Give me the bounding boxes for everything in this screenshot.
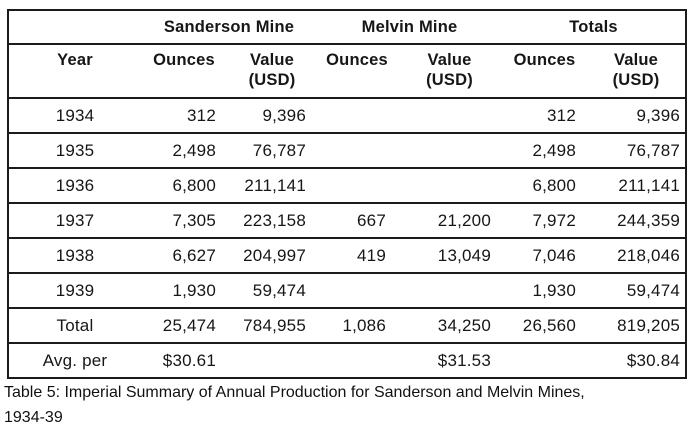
sanderson-ounces-cell: 6,800 — [141, 168, 227, 204]
totals-value-cell: 9,396 — [587, 98, 687, 134]
year-cell: 1936 — [8, 168, 141, 204]
table-row-total: Total 25,474 784,955 1,086 34,250 26,560… — [8, 308, 687, 344]
totals-value-cell: 244,359 — [587, 203, 687, 239]
table-row-1937: 1937 7,305 223,158 667 21,200 7,972 244,… — [8, 203, 687, 239]
column-header-sanderson-value-label: Value (USD) — [248, 51, 296, 89]
column-header-totals-ounces: Ounces — [502, 44, 587, 99]
totals-ounces-cell: 2,498 — [502, 133, 587, 169]
totals-ounces-cell: 7,046 — [502, 238, 587, 274]
melvin-ounces-cell — [317, 98, 397, 134]
group-header-melvin-mine: Melvin Mine — [317, 10, 502, 45]
melvin-value-cell — [397, 168, 502, 204]
sanderson-value-cell: 59,474 — [227, 273, 317, 309]
table-caption: Table 5: Imperial Summary of Annual Prod… — [4, 381, 688, 430]
production-table: Sanderson Mine Melvin Mine Totals Year O… — [7, 9, 688, 379]
sanderson-value-cell: 211,141 — [227, 168, 317, 204]
table-row-1936: 1936 6,800 211,141 6,800 211,141 — [8, 168, 687, 204]
totals-value-cell: 218,046 — [587, 238, 687, 274]
sanderson-value-cell: 9,396 — [227, 98, 317, 134]
column-header-melvin-ounces: Ounces — [317, 44, 397, 99]
totals-ounces-cell: 312 — [502, 98, 587, 134]
melvin-ounces-cell: 667 — [317, 203, 397, 239]
column-header-melvin-value: Value (USD) — [397, 44, 502, 99]
table-caption-line1: Table 5: Imperial Summary of Annual Prod… — [4, 384, 585, 401]
melvin-value-cell — [397, 273, 502, 309]
melvin-value-cell: $31.53 — [397, 343, 502, 379]
melvin-ounces-cell: 1,086 — [317, 308, 397, 344]
melvin-value-cell — [397, 133, 502, 169]
table-row-1935: 1935 2,498 76,787 2,498 76,787 — [8, 133, 687, 169]
table-row-1939: 1939 1,930 59,474 1,930 59,474 — [8, 273, 687, 309]
sanderson-value-cell: 784,955 — [227, 308, 317, 344]
table-row-avg-per: Avg. per $30.61 $31.53 $30.84 — [8, 343, 687, 379]
sanderson-value-cell: 76,787 — [227, 133, 317, 169]
sanderson-ounces-cell: 312 — [141, 98, 227, 134]
year-cell: Total — [8, 308, 141, 344]
totals-value-cell: 819,205 — [587, 308, 687, 344]
column-header-totals-value-label: Value (USD) — [612, 51, 660, 89]
melvin-ounces-cell — [317, 273, 397, 309]
column-header-melvin-value-label: Value (USD) — [426, 51, 473, 89]
group-header-row: Sanderson Mine Melvin Mine Totals — [8, 10, 687, 45]
sanderson-ounces-cell: 6,627 — [141, 238, 227, 274]
sanderson-value-cell: 223,158 — [227, 203, 317, 239]
totals-ounces-cell: 7,972 — [502, 203, 587, 239]
sanderson-value-cell: 204,997 — [227, 238, 317, 274]
melvin-ounces-cell — [317, 168, 397, 204]
group-header-totals: Totals — [502, 10, 687, 45]
year-cell: Avg. per — [8, 343, 141, 379]
melvin-value-cell: 34,250 — [397, 308, 502, 344]
sanderson-ounces-cell: 25,474 — [141, 308, 227, 344]
column-header-totals-value: Value (USD) — [587, 44, 687, 99]
column-header-sanderson-ounces: Ounces — [141, 44, 227, 99]
totals-value-cell: 211,141 — [587, 168, 687, 204]
sanderson-ounces-cell: 1,930 — [141, 273, 227, 309]
sanderson-value-cell — [227, 343, 317, 379]
table-caption-line2: 1934-39 — [4, 408, 63, 426]
group-header-spacer — [8, 10, 141, 45]
melvin-value-cell — [397, 98, 502, 134]
totals-ounces-cell — [502, 343, 587, 379]
sanderson-ounces-cell: $30.61 — [141, 343, 227, 379]
totals-value-cell: 76,787 — [587, 133, 687, 169]
year-cell: 1937 — [8, 203, 141, 239]
year-cell: 1935 — [8, 133, 141, 169]
melvin-ounces-cell — [317, 343, 397, 379]
sanderson-ounces-cell: 7,305 — [141, 203, 227, 239]
totals-ounces-cell: 1,930 — [502, 273, 587, 309]
year-cell: 1938 — [8, 238, 141, 274]
melvin-ounces-cell — [317, 133, 397, 169]
year-cell: 1939 — [8, 273, 141, 309]
melvin-value-cell: 21,200 — [397, 203, 502, 239]
column-header-year: Year — [8, 44, 141, 99]
totals-value-cell: $30.84 — [587, 343, 687, 379]
table-row-1938: 1938 6,627 204,997 419 13,049 7,046 218,… — [8, 238, 687, 274]
year-cell: 1934 — [8, 98, 141, 134]
melvin-ounces-cell: 419 — [317, 238, 397, 274]
totals-ounces-cell: 26,560 — [502, 308, 587, 344]
totals-value-cell: 59,474 — [587, 273, 687, 309]
melvin-value-cell: 13,049 — [397, 238, 502, 274]
sanderson-ounces-cell: 2,498 — [141, 133, 227, 169]
column-header-row: Year Ounces Value (USD) Ounces Value (US… — [8, 44, 687, 99]
table-row-1934: 1934 312 9,396 312 9,396 — [8, 98, 687, 134]
totals-ounces-cell: 6,800 — [502, 168, 587, 204]
column-header-sanderson-value: Value (USD) — [227, 44, 317, 99]
group-header-sanderson-mine: Sanderson Mine — [141, 10, 317, 45]
